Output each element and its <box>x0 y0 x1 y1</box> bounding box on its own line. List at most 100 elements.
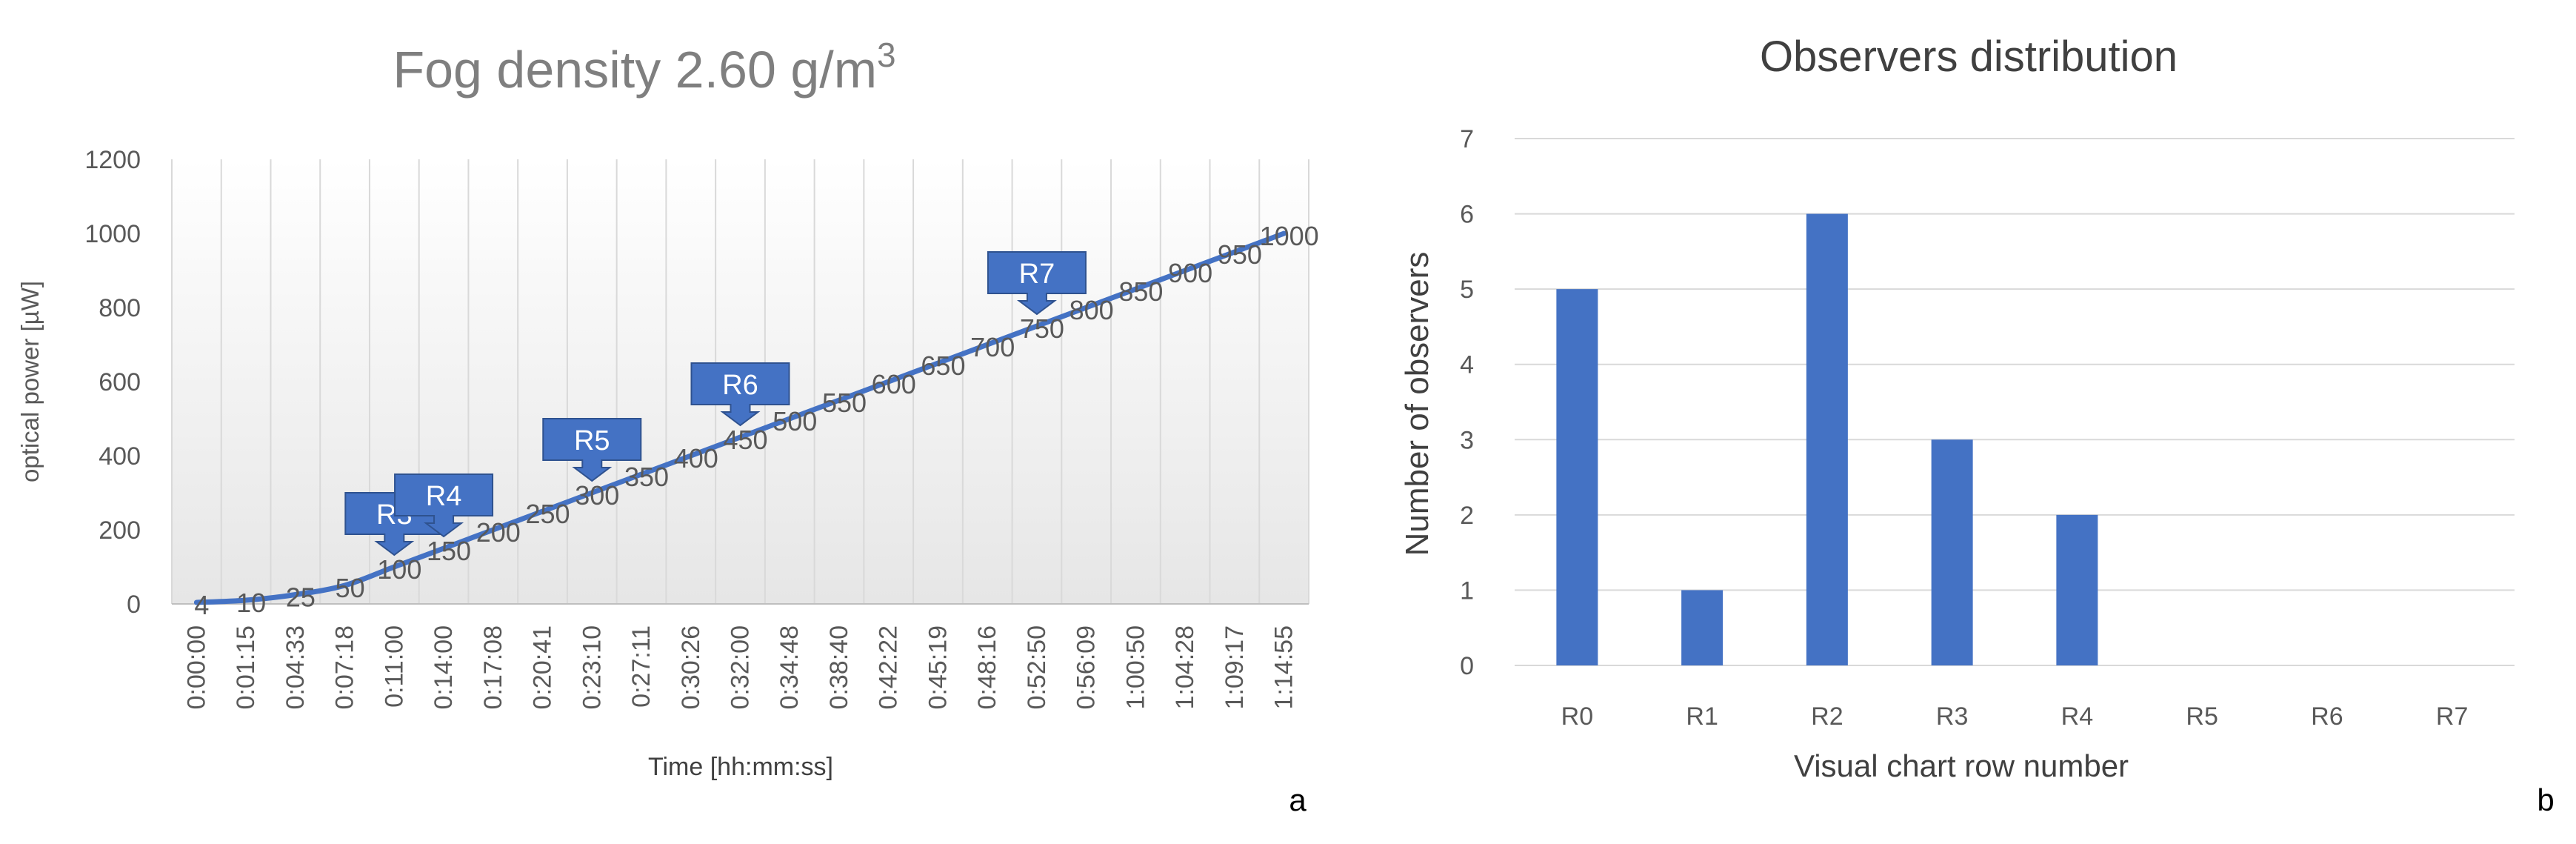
callout-label: R4 <box>426 481 462 512</box>
chart-a-data-label: 500 <box>773 406 817 436</box>
chart-a-data-label: 650 <box>921 350 965 381</box>
chart-a-x-tick-label: 0:01:15 <box>232 625 260 709</box>
callout-label: R5 <box>574 425 610 456</box>
chart-a-data-label: 250 <box>526 499 570 529</box>
chart-a-x-tick-label: 0:32:00 <box>727 625 755 709</box>
chart-b-y-tick-label: 1 <box>1460 576 1474 605</box>
chart-a-x-tick-label: 0:48:16 <box>973 625 1001 709</box>
chart-b-y-tick-label: 0 <box>1460 652 1474 680</box>
chart-a-x-tick-label: 1:14:55 <box>1270 625 1298 709</box>
chart-a-y-tick-label: 600 <box>99 368 141 396</box>
chart-a-x-tick-label: 0:56:09 <box>1072 625 1101 709</box>
chart-a-data-label: 450 <box>723 425 767 455</box>
chart-b-y-tick-label: 6 <box>1460 201 1474 229</box>
chart-b: Observers distribution 0 1 2 3 4 5 6 7 R0 R1 R2 R3… <box>1399 33 2555 817</box>
callout-shape <box>690 362 790 427</box>
chart-a-x-tick-label: 0:52:50 <box>1023 625 1051 709</box>
chart-a-x-axis-label: Time [hh:mm:ss] <box>648 753 833 781</box>
chart-a-data-labels: 4 10 25 50 100150200250300350400450500550600… <box>194 221 1318 620</box>
chart-a-x-ticks: 0:00:00 0:01:15 0:04:33 0:07:18 0:11:00 0:14:… <box>182 625 1298 709</box>
chart-a-x-tick-label: 0:38:40 <box>825 625 853 709</box>
chart-a-title-superscript: 3 <box>877 36 896 74</box>
bar-r2 <box>1806 213 1848 666</box>
chart-a-series-line <box>193 230 1287 605</box>
chart-a-x-tick-label: 0:20:41 <box>529 625 557 709</box>
chart-a-data-label: 400 <box>674 443 718 473</box>
chart-b-y-tick-label: 4 <box>1460 351 1474 379</box>
chart-a: Fog density 2.60 g/m3 0 200 400 600 800 1000 1… <box>16 36 1319 817</box>
chart-a-y-tick-label: 800 <box>99 294 141 322</box>
chart-a-data-label: 950 <box>1218 239 1262 270</box>
chart-b-bars <box>1556 213 2098 666</box>
chart-b-y-ticks: 0 1 2 3 4 5 6 7 <box>1460 125 1474 680</box>
chart-b-x-tick-label: R5 <box>2186 702 2218 731</box>
chart-a-data-label: 600 <box>872 369 916 399</box>
callout-r7: R7 <box>987 251 1087 316</box>
chart-a-x-tick-label: 1:00:50 <box>1121 625 1149 709</box>
chart-a-x-tick-label: 0:30:26 <box>677 625 705 709</box>
chart-b-gridlines <box>1515 138 2515 666</box>
chart-a-x-tick-label: 0:42:22 <box>875 625 903 709</box>
chart-b-x-tick-label: R1 <box>1686 702 1718 731</box>
chart-a-data-label: 200 <box>476 517 521 548</box>
callout-shape <box>542 418 642 482</box>
chart-b-x-ticks: R0 R1 R2 R3 R4 R5 R6 R7 <box>1561 702 2469 731</box>
chart-a-data-label: 150 <box>427 536 471 566</box>
chart-a-data-label: 50 <box>336 573 365 603</box>
callout-shape <box>394 473 494 538</box>
chart-a-data-label: 300 <box>575 480 619 511</box>
chart-a-data-label: 25 <box>286 582 316 613</box>
callout-label: R6 <box>722 370 758 401</box>
chart-a-data-label: 4 <box>194 590 209 620</box>
chart-b-y-axis-label: Number of observers <box>1399 252 1435 556</box>
bar-r3 <box>1931 439 1973 665</box>
callout-r6: R6 <box>690 362 790 427</box>
chart-b-title: Observers distribution <box>1760 33 2178 81</box>
chart-a-x-tick-label: 0:07:18 <box>331 625 359 709</box>
chart-a-gridlines <box>171 159 1309 604</box>
chart-a-x-tick-label: 0:17:08 <box>479 625 507 709</box>
chart-a-y-tick-label: 1200 <box>84 146 141 174</box>
chart-a-data-label: 750 <box>1020 313 1064 344</box>
panel-letter-a: a <box>1289 782 1307 817</box>
bar-r4 <box>2056 514 2098 665</box>
chart-a-x-tick-label: 0:23:10 <box>578 625 606 709</box>
chart-b-y-tick-label: 7 <box>1460 125 1474 153</box>
chart-a-data-label: 100 <box>377 554 421 585</box>
chart-b-y-tick-label: 5 <box>1460 276 1474 304</box>
chart-b-y-tick-label: 2 <box>1460 502 1474 530</box>
chart-b-x-tick-label: R4 <box>2061 702 2093 731</box>
chart-b-x-tick-label: R3 <box>1936 702 1968 731</box>
chart-a-x-tick-label: 0:45:19 <box>924 625 952 709</box>
chart-a-data-label: 800 <box>1070 295 1114 325</box>
chart-b-x-tick-label: R7 <box>2436 702 2468 731</box>
chart-a-x-tick-label: 0:04:33 <box>281 625 310 709</box>
chart-a-data-label: 1000 <box>1260 221 1319 251</box>
chart-a-x-tick-label: 0:34:48 <box>775 625 804 709</box>
chart-a-y-axis-label: optical power [µW] <box>16 281 44 482</box>
callout-r5: R5 <box>542 418 642 482</box>
chart-a-y-ticks: 0 200 400 600 800 1000 1200 <box>84 146 141 619</box>
chart-a-data-label: 550 <box>822 388 867 418</box>
chart-a-data-label: 700 <box>970 332 1015 362</box>
chart-a-x-tick-label: 1:09:17 <box>1221 625 1249 709</box>
callout-label: R7 <box>1019 259 1055 290</box>
chart-a-title: Fog density 2.60 g/m3 <box>393 36 895 99</box>
chart-b-x-tick-label: R6 <box>2311 702 2343 731</box>
chart-a-data-label: 10 <box>236 588 266 618</box>
chart-b-x-tick-label: R2 <box>1811 702 1843 731</box>
bar-r0 <box>1556 289 1598 665</box>
chart-a-data-label: 350 <box>624 462 669 492</box>
chart-a-y-tick-label: 0 <box>127 591 141 619</box>
chart-a-x-tick-label: 0:27:11 <box>627 625 655 708</box>
callout-r4: R4 <box>394 473 494 538</box>
bar-r1 <box>1681 590 1724 665</box>
callout-shape <box>987 251 1087 316</box>
chart-a-x-tick-label: 0:14:00 <box>430 625 458 709</box>
chart-a-data-label: 850 <box>1118 276 1163 307</box>
chart-a-data-label: 900 <box>1168 258 1212 288</box>
chart-a-title-text: Fog density 2.60 g/m <box>393 41 877 99</box>
panel-letter-b: b <box>2537 782 2554 817</box>
